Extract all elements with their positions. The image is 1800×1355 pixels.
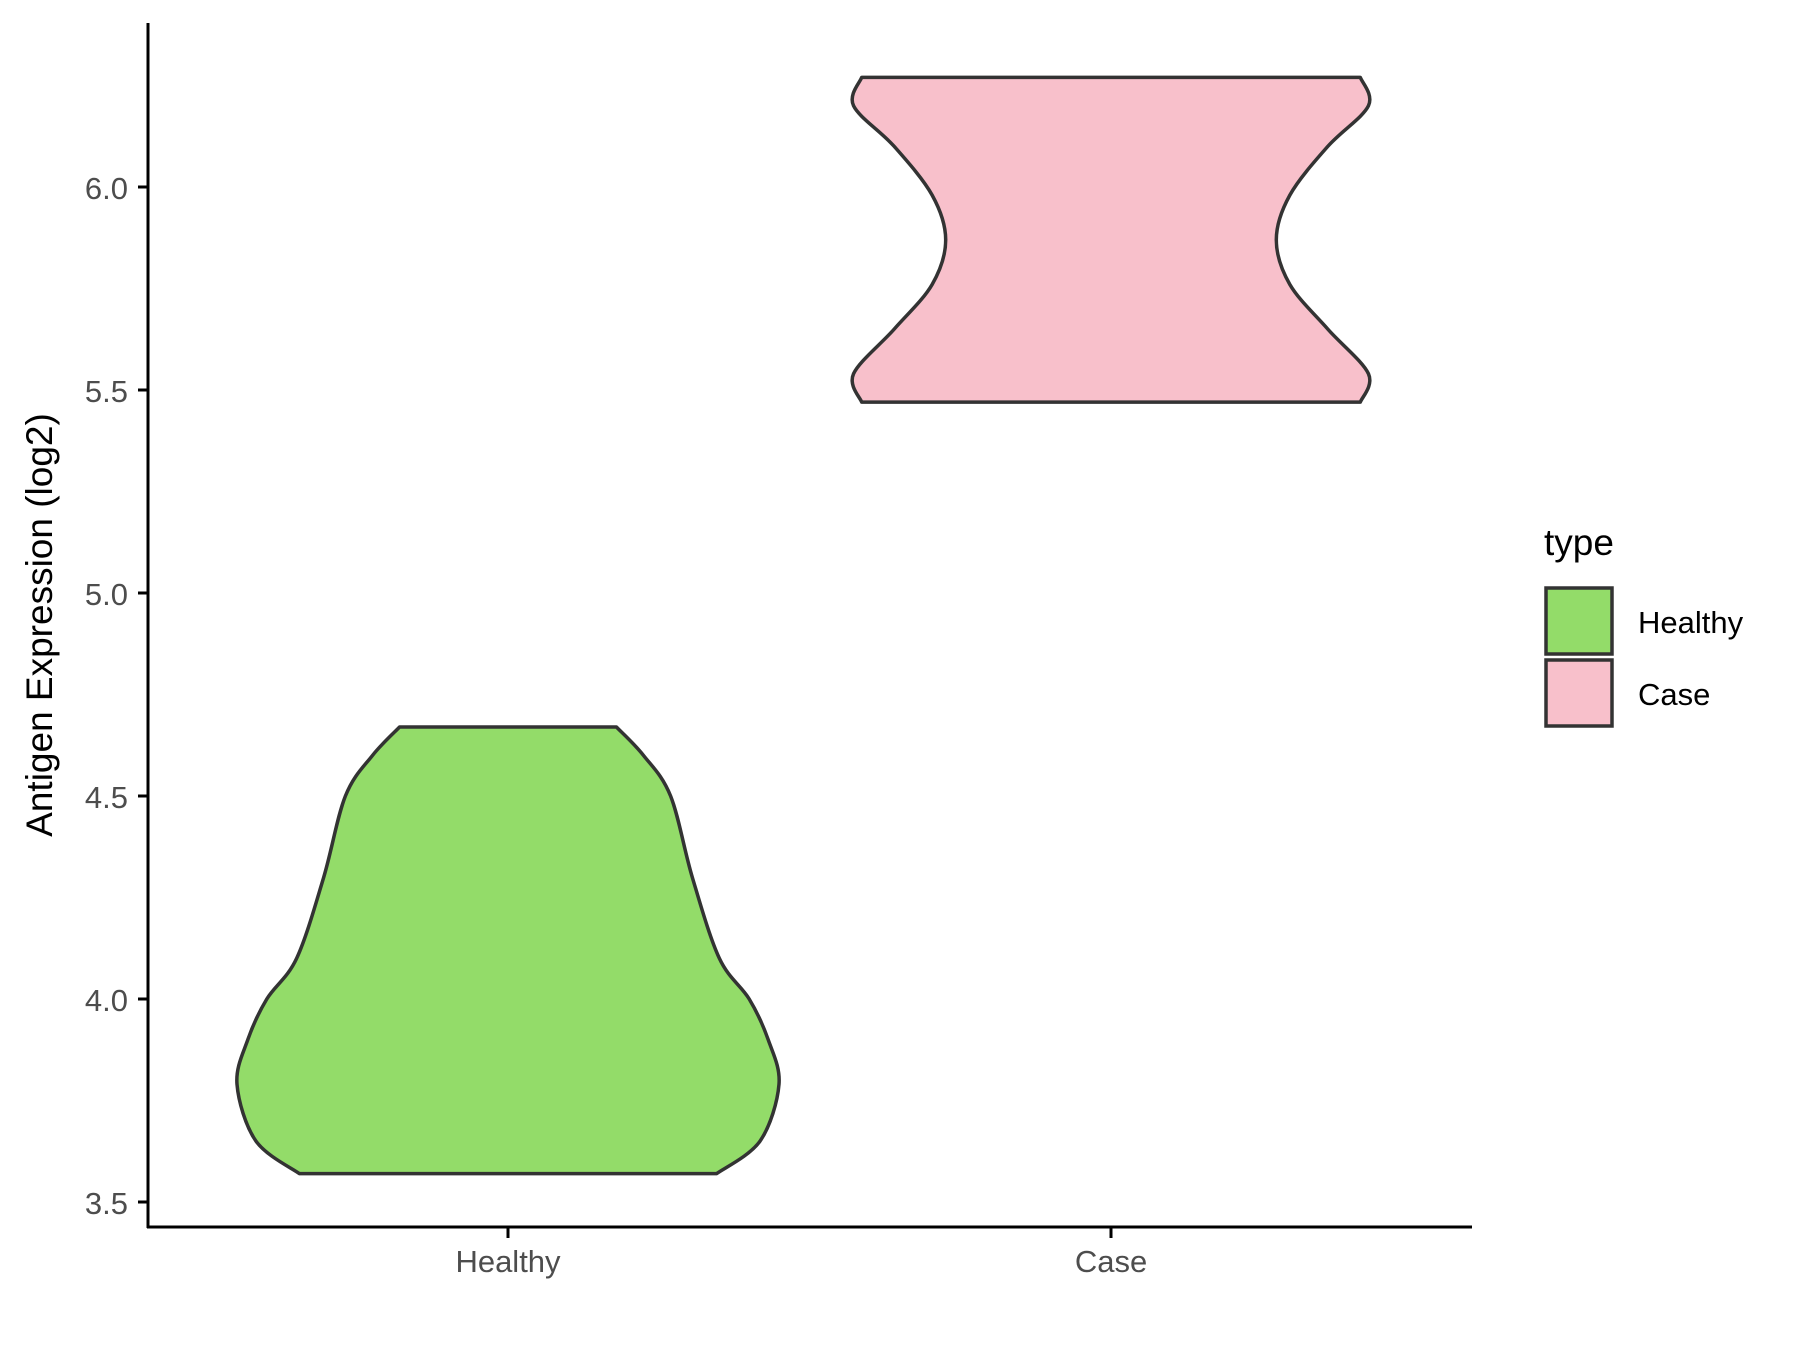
legend: type Healthy Case	[1544, 522, 1744, 728]
violin-case	[850, 75, 1372, 404]
y-tick-label: 4.5	[85, 780, 128, 815]
legend-title: type	[1544, 522, 1614, 563]
x-tick-label: Healthy	[455, 1244, 561, 1279]
legend-label: Healthy	[1638, 605, 1744, 640]
legend-key-case	[1544, 658, 1614, 728]
x-tick-label: Case	[1075, 1244, 1147, 1279]
y-tick-label: 5.5	[85, 374, 128, 409]
violin-healthy	[235, 725, 781, 1176]
legend-key-healthy	[1544, 586, 1614, 656]
legend-label: Case	[1638, 677, 1710, 712]
y-axis-label: Antigen Expression (log2)	[19, 413, 60, 837]
y-tick-label: 4.0	[85, 983, 128, 1018]
y-tick-label: 5.0	[85, 577, 128, 612]
y-tick-label: 3.5	[85, 1186, 128, 1221]
y-tick-label: 6.0	[85, 171, 128, 206]
